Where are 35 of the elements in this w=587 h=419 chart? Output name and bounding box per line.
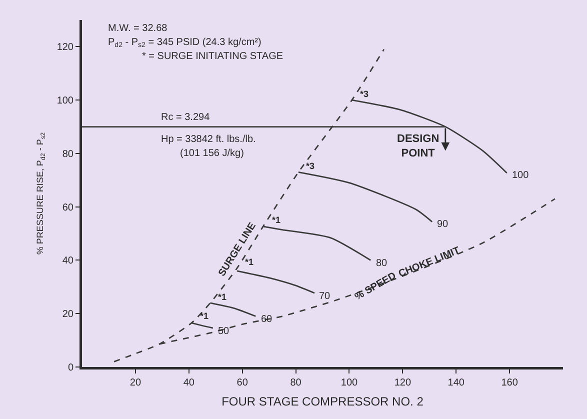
annotation: M.W. = 32.68 xyxy=(108,23,168,34)
series-label: 60 xyxy=(261,314,273,325)
annotation: (101 156 J/kg) xyxy=(180,148,244,159)
annotation: Rc = 3.294 xyxy=(161,112,210,123)
annotation: *1 xyxy=(272,215,281,225)
x-tick-label: 120 xyxy=(394,378,412,388)
x-tick-label: 40 xyxy=(183,378,195,388)
x-tick-label: 60 xyxy=(236,378,248,388)
series-label: 90 xyxy=(437,219,449,230)
series-label: 70 xyxy=(319,291,331,302)
annotation: *3 xyxy=(306,161,315,171)
y-tick-label: 80 xyxy=(62,148,74,160)
y-tick-label: 120 xyxy=(56,42,74,54)
x-tick-label: 80 xyxy=(290,378,302,388)
y-tick-label: 0 xyxy=(68,362,74,374)
x-tick-label: 140 xyxy=(448,378,465,388)
series-label: 100 xyxy=(512,170,530,181)
annotation: *1 xyxy=(200,311,209,321)
x-tick-label: 20 xyxy=(130,378,142,388)
annotation: P$_{d2}$ - P$_{s2}$ = 345 PSID (24.3 kg/cm²) xyxy=(108,37,262,50)
annotation: *1 xyxy=(245,257,254,267)
x-tick-label: 160 xyxy=(501,378,518,388)
series-label: 50 xyxy=(218,326,230,337)
annotation: *1 xyxy=(218,292,227,302)
annotation: * = SURGE INITIATING STAGE xyxy=(142,51,284,62)
x-axis-title: FOUR STAGE COMPRESSOR NO. 2 xyxy=(222,394,424,409)
y-tick-label: 60 xyxy=(62,202,74,214)
y-tick-label: 100 xyxy=(56,96,74,107)
x-tick-label: 100 xyxy=(340,378,358,388)
series-label: 80 xyxy=(376,258,388,269)
annotation: Hp = 33842 ft. lbs./lb. xyxy=(161,134,256,145)
annotation: DESIGN POINT xyxy=(397,133,440,160)
y-tick-label: 20 xyxy=(62,309,74,320)
y-tick-label: 40 xyxy=(62,256,74,267)
annotation: *3 xyxy=(360,89,369,99)
